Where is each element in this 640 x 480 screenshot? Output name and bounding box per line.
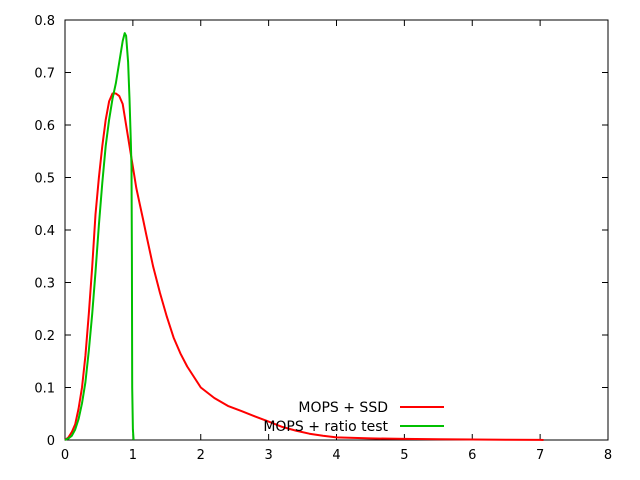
y-tick-label: 0.2 <box>34 329 55 344</box>
x-tick-label: 2 <box>197 448 205 463</box>
x-tick-label: 7 <box>536 448 544 463</box>
x-tick-label: 4 <box>332 448 340 463</box>
plot-frame <box>64 19 609 441</box>
series-layer <box>64 32 544 441</box>
x-tick-label: 1 <box>129 448 137 463</box>
x-tick-label: 6 <box>468 448 476 463</box>
legend-label-ratio-test: MOPS + ratio test <box>263 419 388 435</box>
y-tick-label: 0.5 <box>34 172 55 187</box>
legend: MOPS + SSD MOPS + ratio test <box>263 400 444 435</box>
y-tick-label: 0.7 <box>34 67 55 82</box>
y-tick-label: 0.8 <box>34 14 55 29</box>
y-tick-label: 0.4 <box>34 224 55 239</box>
series-line-ratio-test <box>64 32 135 441</box>
y-tick-label: 0.3 <box>34 277 55 292</box>
legend-label-ssd: MOPS + SSD <box>298 400 388 416</box>
y-tick-label: 0 <box>47 434 55 449</box>
y-tick-label: 0.1 <box>34 382 55 397</box>
x-tick-label: 3 <box>264 448 272 463</box>
axis-ticks: 0 1 2 3 4 5 6 7 8 0 0.1 0.2 0.3 0.4 0.5 0.6 0.7 0.8 <box>34 14 612 463</box>
x-tick-label: 8 <box>604 448 612 463</box>
series-line-ssd <box>64 92 544 441</box>
y-tick-label: 0.6 <box>34 119 55 134</box>
x-tick-label: 0 <box>61 448 69 463</box>
x-tick-label: 5 <box>400 448 408 463</box>
